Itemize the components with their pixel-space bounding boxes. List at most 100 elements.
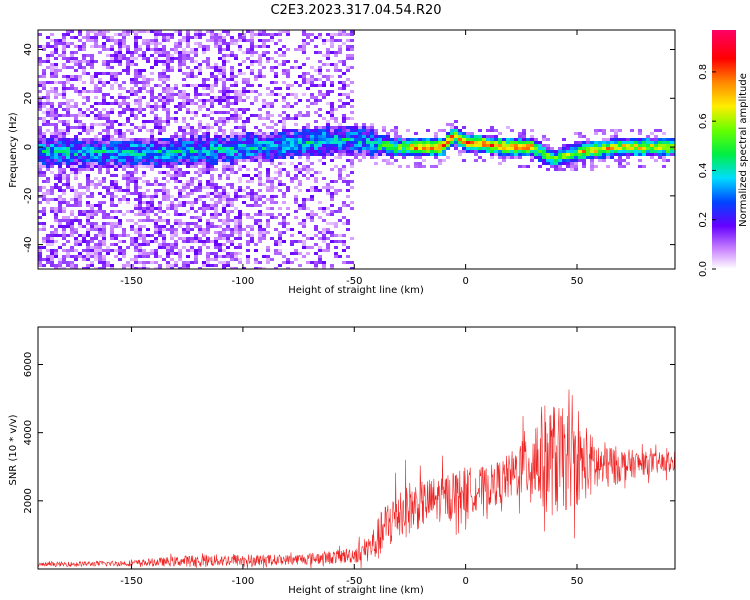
heatmap-cell: [250, 141, 254, 144]
heatmap-cell: [466, 132, 470, 135]
heatmap-cell: [158, 156, 162, 159]
heatmap-cell: [126, 180, 130, 183]
heatmap-cell: [254, 267, 258, 269]
spectrogram-x-axis-label: Height of straight line (km): [288, 285, 424, 296]
heatmap-cell: [222, 237, 226, 240]
heatmap-cell: [302, 33, 306, 36]
heatmap-cell: [262, 234, 266, 237]
heatmap-cell: [98, 102, 102, 105]
heatmap-cell: [350, 267, 354, 269]
heatmap-cell: [198, 129, 202, 132]
heatmap-cell: [186, 201, 190, 204]
heatmap-cell: [434, 153, 438, 156]
heatmap-cell: [166, 36, 170, 39]
heatmap-cell: [278, 39, 282, 42]
heatmap-cell: [278, 168, 282, 171]
heatmap-cell: [298, 207, 302, 210]
heatmap-cell: [182, 48, 186, 51]
heatmap-cell: [538, 165, 542, 168]
heatmap-cell: [222, 69, 226, 72]
heatmap-cell: [222, 267, 226, 269]
heatmap-cell: [254, 168, 258, 171]
heatmap-cell: [166, 267, 170, 269]
heatmap-cell: [130, 174, 134, 177]
heatmap-cell: [82, 162, 86, 165]
heatmap-cell: [62, 231, 66, 234]
heatmap-cell: [414, 132, 418, 135]
heatmap-cell: [106, 39, 110, 42]
heatmap-cell: [54, 186, 58, 189]
heatmap-cell: [274, 129, 278, 132]
heatmap-cell: [134, 183, 138, 186]
heatmap-cell: [118, 141, 122, 144]
heatmap-cell: [206, 231, 210, 234]
heatmap-cell: [54, 144, 58, 147]
heatmap-cell: [182, 213, 186, 216]
heatmap-cell: [118, 159, 122, 162]
heatmap-cell: [230, 186, 234, 189]
heatmap-cell: [70, 189, 74, 192]
heatmap-cell: [518, 138, 522, 141]
heatmap-cell: [266, 198, 270, 201]
heatmap-cell: [142, 195, 146, 198]
heatmap-cell: [110, 66, 114, 69]
heatmap-cell: [150, 240, 154, 243]
heatmap-cell: [642, 150, 646, 153]
heatmap-cell: [70, 99, 74, 102]
heatmap-cell: [254, 60, 258, 63]
heatmap-cell: [274, 186, 278, 189]
heatmap-cell: [282, 192, 286, 195]
heatmap-cell: [202, 264, 206, 267]
heatmap-cell: [74, 258, 78, 261]
heatmap-cell: [106, 72, 110, 75]
heatmap-cell: [70, 267, 74, 269]
heatmap-cell: [38, 45, 42, 48]
heatmap-cell: [358, 126, 362, 129]
heatmap-cell: [54, 75, 58, 78]
heatmap-cell: [350, 39, 354, 42]
heatmap-cell: [190, 153, 194, 156]
heatmap-cell: [318, 201, 322, 204]
heatmap-cell: [302, 204, 306, 207]
heatmap-cell: [258, 261, 262, 264]
heatmap-cell: [394, 129, 398, 132]
heatmap-cell: [110, 264, 114, 267]
heatmap-cell: [130, 78, 134, 81]
heatmap-cell: [246, 249, 250, 252]
heatmap-cell: [226, 105, 230, 108]
heatmap-cell: [162, 63, 166, 66]
heatmap-cell: [230, 219, 234, 222]
heatmap-cell: [470, 147, 474, 150]
heatmap-cell: [322, 39, 326, 42]
heatmap-cell: [278, 147, 282, 150]
heatmap-cell: [546, 162, 550, 165]
heatmap-cell: [130, 228, 134, 231]
heatmap-cell: [242, 135, 246, 138]
heatmap-cell: [266, 258, 270, 261]
heatmap-cell: [466, 147, 470, 150]
heatmap-cell: [362, 147, 366, 150]
heatmap-cell: [86, 201, 90, 204]
heatmap-cell: [246, 243, 250, 246]
heatmap-cell: [478, 135, 482, 138]
heatmap-cell: [346, 48, 350, 51]
heatmap-cell: [346, 204, 350, 207]
heatmap-cell: [222, 138, 226, 141]
heatmap-cell: [114, 144, 118, 147]
heatmap-cell: [306, 87, 310, 90]
heatmap-cell: [86, 72, 90, 75]
heatmap-cell: [326, 150, 330, 153]
heatmap-cell: [530, 135, 534, 138]
heatmap-cell: [350, 105, 354, 108]
heatmap-cell: [322, 96, 326, 99]
heatmap-cell: [138, 138, 142, 141]
heatmap-cell: [274, 252, 278, 255]
heatmap-cell: [114, 168, 118, 171]
heatmap-cell: [62, 225, 66, 228]
heatmap-cell: [86, 243, 90, 246]
heatmap-cell: [286, 258, 290, 261]
heatmap-cell: [70, 234, 74, 237]
heatmap-cell: [54, 228, 58, 231]
heatmap-cell: [402, 153, 406, 156]
heatmap-cell: [474, 144, 478, 147]
